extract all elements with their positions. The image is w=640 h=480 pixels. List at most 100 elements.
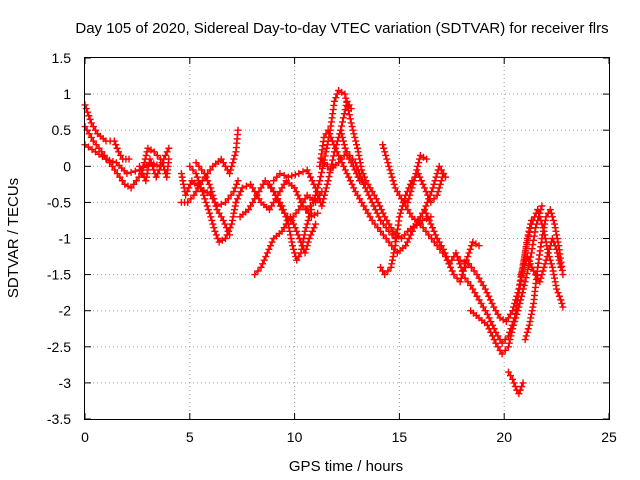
data-point [521,336,529,344]
data-point [293,256,301,264]
data-point [537,274,545,282]
x-tick-label: 25 [601,429,617,445]
series-track-21 [421,206,473,275]
data-point [475,296,483,304]
data-point [202,198,210,206]
data-point [321,159,329,167]
y-tick-label: -1 [59,231,72,247]
data-point [452,249,460,257]
data-point [210,195,218,203]
data-point [351,133,359,141]
data-point [516,299,524,307]
data-point [95,144,103,152]
data-series [81,86,567,398]
data-point [262,253,270,261]
data-point [542,213,550,221]
data-point [146,155,154,163]
data-point [553,285,561,293]
data-point [321,191,329,199]
data-point [291,171,299,179]
data-point [333,148,341,156]
x-tick-label: 0 [81,429,89,445]
data-point [165,155,173,163]
data-point [209,220,217,228]
series-track-4 [135,155,173,185]
data-point [458,271,466,279]
data-point [518,267,526,275]
data-point [544,249,552,257]
data-point [127,168,135,176]
series-track-8 [192,159,234,239]
data-point [232,198,240,206]
data-point [221,198,229,206]
data-point [238,184,246,192]
data-point [330,141,338,149]
data-point [559,303,567,311]
data-point [534,206,542,214]
data-point [272,191,280,199]
data-point [441,249,449,257]
data-point [314,209,322,217]
data-point [536,213,544,221]
data-point [545,253,553,261]
data-point [318,202,326,210]
data-point [554,289,562,297]
data-point [522,332,530,340]
data-point [519,263,527,271]
data-point [237,188,245,196]
data-point [523,235,531,242]
data-point [208,216,216,224]
data-point [506,336,514,344]
data-point [479,303,487,311]
data-point [113,170,121,178]
data-point [352,137,360,145]
data-point [303,166,311,174]
data-point [217,213,225,221]
data-point [305,170,313,178]
data-point [509,325,517,333]
data-point [195,177,203,185]
data-point [410,177,418,185]
data-point [329,156,337,164]
data-point [393,188,401,196]
data-point [377,227,385,235]
data-point [295,206,303,214]
data-point [339,137,347,145]
data-point [360,202,368,210]
data-point [234,177,242,185]
data-point [464,253,472,261]
data-point [505,339,513,347]
data-point [294,191,302,199]
data-point [310,224,318,232]
data-point [213,206,221,214]
data-point [516,386,524,394]
data-point [221,235,229,242]
x-tick-label: 20 [496,429,512,445]
data-point [349,126,357,134]
data-point [430,195,438,203]
data-point [485,325,493,333]
data-point [206,166,214,174]
data-point [281,209,289,217]
data-point [538,220,546,228]
data-point [396,209,404,217]
data-point [345,173,353,181]
data-point [539,224,547,232]
data-point [344,107,352,115]
data-point [291,224,299,232]
data-point [311,195,319,203]
data-point [456,256,464,264]
data-point [260,256,268,264]
data-point [488,332,496,340]
data-point [477,278,485,286]
data-point [159,159,167,167]
data-point [546,256,554,264]
data-point [498,350,506,358]
data-point [547,209,555,217]
data-point [379,209,387,217]
data-point [265,245,273,253]
data-point [113,144,121,152]
data-point [323,180,331,188]
data-point [318,155,326,163]
